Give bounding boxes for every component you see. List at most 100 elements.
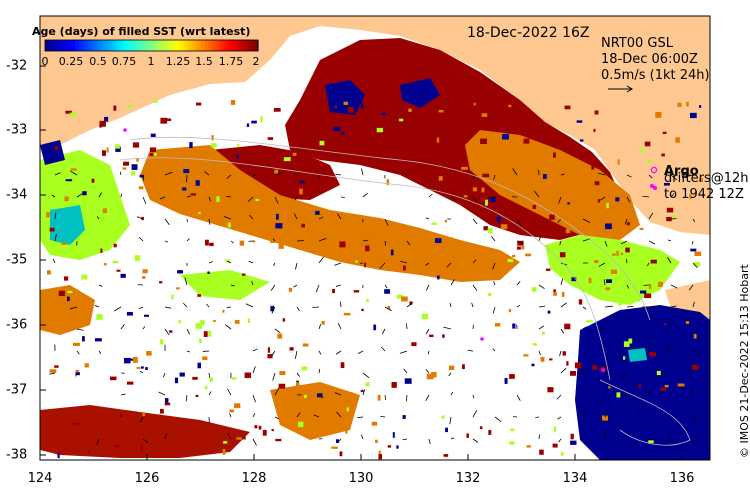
date-label: 18-Dec-2022 16Z: [467, 25, 590, 41]
sst-speckle: [216, 196, 220, 202]
current-vector: [604, 350, 607, 355]
colorbar-swatch: [84, 40, 89, 51]
current-vector: [76, 193, 83, 198]
sst-speckle: [686, 101, 689, 107]
colorbar-swatch: [231, 40, 236, 51]
sst-speckle: [645, 279, 651, 283]
credit-label: © IMOS 21-Dec-2022 15:13 Hobart: [738, 264, 750, 458]
sst-speckle: [360, 103, 364, 109]
colorbar-swatch: [131, 40, 136, 51]
sst-speckle: [547, 310, 551, 314]
current-vector: [139, 370, 144, 374]
sst-speckle: [104, 116, 109, 122]
sst-speckle: [134, 255, 140, 262]
sst-speckle: [408, 108, 412, 112]
current-vector: [335, 350, 342, 355]
current-vector: [425, 262, 430, 266]
sst-speckle: [319, 140, 325, 146]
colorbar-swatch: [138, 40, 143, 51]
sst-speckle: [204, 385, 208, 390]
current-vector: [687, 371, 694, 374]
current-vector: [227, 388, 232, 396]
sst-speckle: [368, 118, 372, 123]
sst-speckle: [279, 371, 286, 376]
sst-speckle: [606, 279, 612, 283]
colorbar-swatch: [148, 40, 153, 51]
current-vector: [604, 240, 608, 247]
sst-speckle: [588, 277, 592, 284]
sst-speckle: [128, 358, 135, 361]
sst-speckle: [210, 143, 217, 148]
current-vector: [626, 196, 631, 203]
sst-speckle: [292, 152, 297, 156]
patch-navy-southeast: [575, 305, 710, 460]
current-vector: [159, 196, 166, 200]
sst-speckle: [376, 127, 384, 133]
sst-speckle: [65, 179, 73, 182]
current-vector: [449, 416, 452, 425]
current-vector: [98, 192, 102, 198]
sst-speckle: [132, 356, 138, 363]
sst-speckle: [578, 299, 583, 305]
current-vector: [472, 438, 479, 443]
current-vector: [54, 212, 57, 220]
current-vector: [164, 240, 168, 243]
current-vector: [494, 416, 502, 423]
sst-speckle: [445, 133, 450, 138]
sst-speckle: [207, 271, 210, 274]
colorbar-swatch: [68, 40, 73, 51]
sst-speckle: [267, 137, 274, 140]
sst-speckle: [374, 439, 378, 443]
current-vector: [208, 196, 211, 202]
current-vector: [114, 306, 122, 312]
current-vector: [645, 328, 650, 330]
current-vector: [406, 323, 408, 330]
current-vector: [274, 387, 280, 396]
current-vector: [558, 438, 562, 443]
sst-speckle: [664, 384, 669, 388]
sst-speckle: [664, 323, 667, 326]
sst-speckle: [512, 255, 516, 258]
current-vector: [472, 284, 478, 291]
colorbar-swatch: [188, 40, 193, 51]
current-vector: [138, 306, 144, 310]
sst-speckle: [677, 102, 682, 107]
sst-speckle: [183, 168, 190, 174]
current-vector: [225, 324, 232, 330]
colorbar-swatch: [114, 40, 119, 51]
sst-speckle: [64, 196, 69, 202]
sst-speckle: [525, 253, 532, 257]
sst-speckle: [99, 120, 106, 127]
sst-speckle: [655, 111, 662, 118]
colorbar-swatch: [218, 40, 222, 51]
current-vector: [313, 414, 320, 418]
current-vector: [335, 284, 342, 287]
sst-speckle: [698, 178, 703, 182]
sst-speckle: [275, 213, 279, 220]
sst-speckle: [635, 296, 640, 302]
sst-speckle: [179, 372, 185, 377]
colorbar-tick: 1.5: [195, 55, 213, 68]
sst-speckle: [485, 191, 490, 195]
sst-speckle: [689, 112, 697, 119]
colorbar-swatch: [164, 40, 169, 51]
current-vector: [560, 173, 565, 176]
current-vector: [538, 350, 541, 356]
sst-speckle: [561, 291, 565, 297]
sst-speckle: [663, 182, 670, 186]
sst-speckle: [169, 330, 173, 333]
sst-speckle: [442, 334, 445, 338]
current-vector: [384, 284, 388, 289]
sst-speckle: [277, 333, 283, 339]
current-vector: [186, 328, 190, 335]
sst-speckle: [369, 110, 374, 116]
current-vector: [120, 193, 123, 198]
colorbar-swatch: [254, 40, 259, 51]
current-vector: [54, 172, 61, 176]
colorbar-swatch: [108, 40, 113, 51]
sst-speckle: [445, 142, 449, 147]
sst-speckle: [299, 188, 303, 195]
sst-speckle: [437, 275, 440, 280]
sst-speckle: [625, 247, 630, 253]
sst-speckle: [594, 110, 599, 115]
